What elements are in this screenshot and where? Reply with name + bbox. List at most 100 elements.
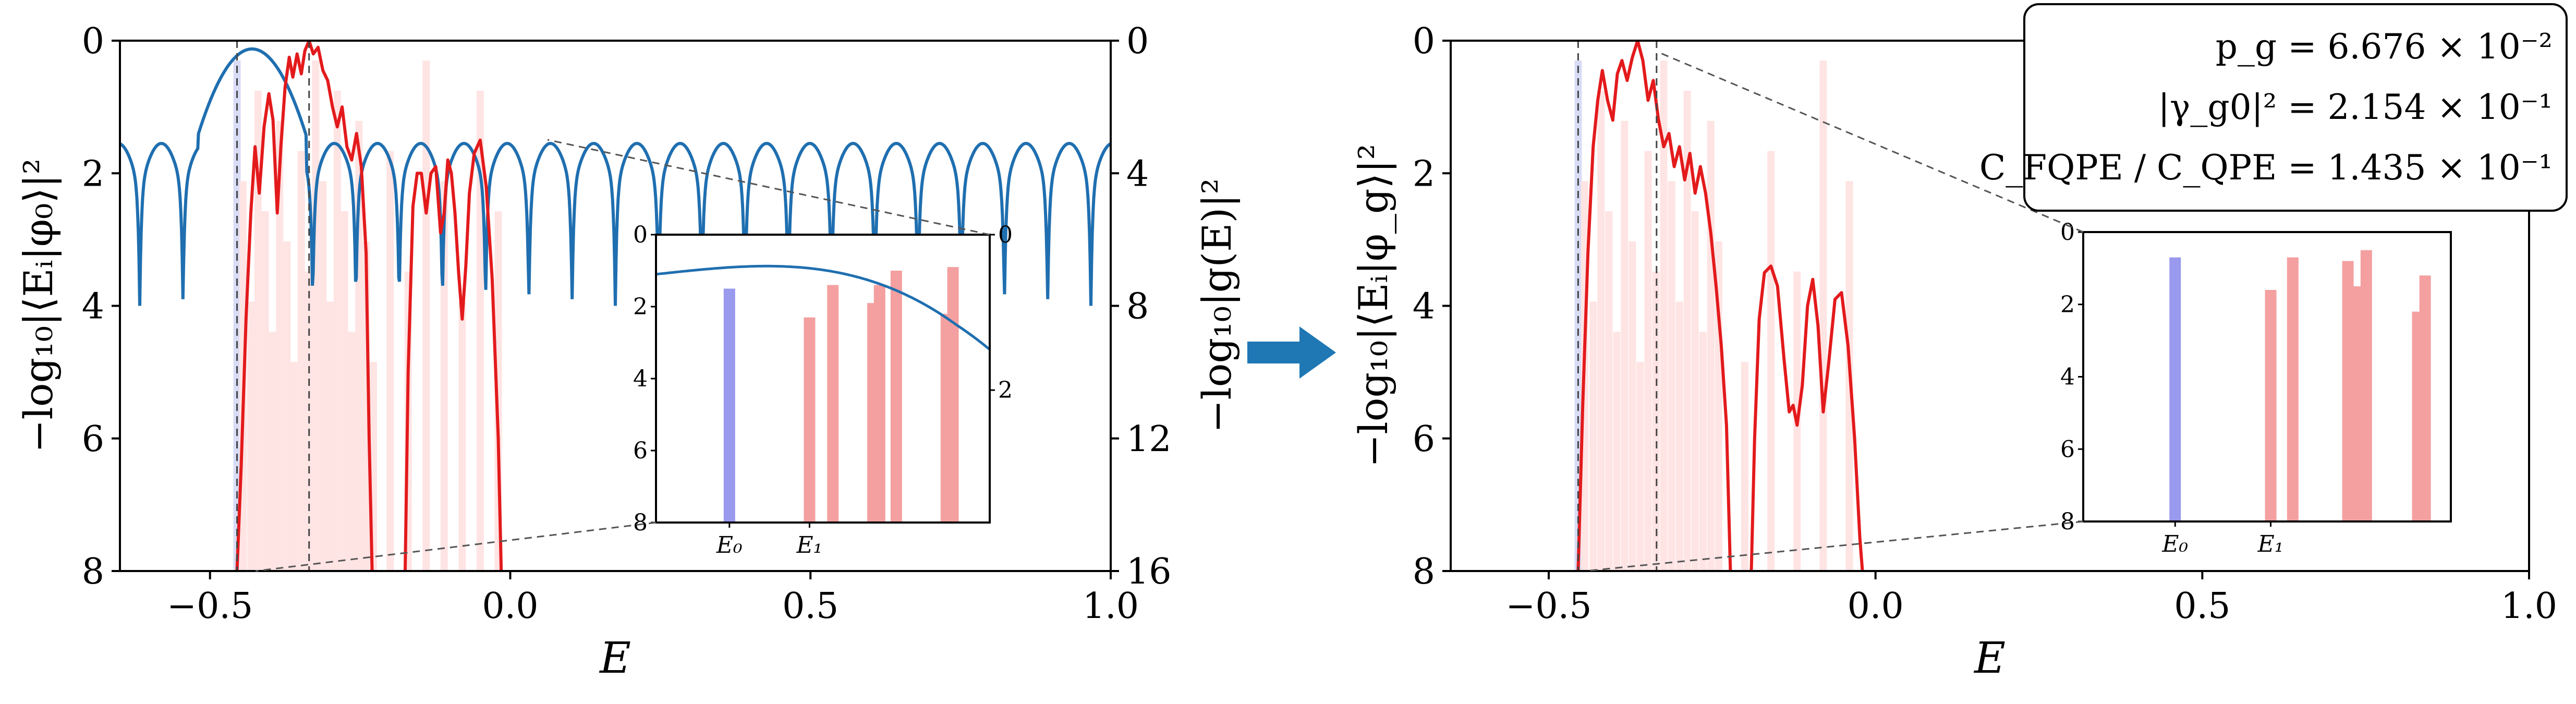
- y-right-tick-label: 12: [1126, 419, 1172, 460]
- bar: [1691, 211, 1699, 571]
- right-inset: 0 2 4 6 8 E₀ E₁: [1585, 51, 2452, 572]
- bar: [254, 90, 262, 571]
- bar: [276, 120, 284, 571]
- right-zoom-line-top: [1658, 51, 2084, 233]
- y-tick-label: 8: [1413, 551, 1435, 592]
- bar: [1636, 361, 1644, 571]
- bar: [290, 361, 298, 571]
- x-tick-label: 0.5: [2174, 586, 2230, 627]
- y-right-tick-label: 16: [1126, 551, 1172, 592]
- inset-bar: [873, 285, 885, 523]
- right-bars: [1574, 60, 1853, 571]
- right-y-axis-label: −log₁₀|⟨Eᵢ|φ_g⟩|²: [1350, 144, 1396, 468]
- red-curve-segment-0: [235, 41, 374, 571]
- bar: [333, 90, 341, 571]
- left-zoom-line-top: [547, 139, 990, 236]
- left-y-axis-label: −log₁₀|⟨Eᵢ|φ₀⟩|²: [15, 159, 62, 453]
- inset-x-tick-label: E₁: [796, 532, 823, 559]
- inset-x-tick-label: E₀: [716, 532, 743, 559]
- bar: [326, 301, 334, 571]
- stat-cost-ratio: C_FQPE / C_QPE = 1.435 × 10⁻¹: [1979, 148, 2553, 188]
- bar: [458, 301, 466, 571]
- inset-y-tick-label: 2: [2060, 292, 2075, 318]
- left-inset-bars: [723, 267, 959, 523]
- bar: [1683, 90, 1691, 571]
- left-panel: −0.5 0.0 0.5 1.0 0 2 4 6 8 0 4 8 12 16 E −log₁₀|⟨Eᵢ|φ…: [15, 21, 1240, 683]
- right-red-curve: [1576, 41, 1864, 571]
- inset-y-tick-label: 6: [2060, 436, 2075, 463]
- x-tick-label: 0.0: [1848, 586, 1904, 627]
- bar: [422, 60, 430, 571]
- inset-y-tick-label: 4: [633, 366, 648, 392]
- bar: [348, 332, 356, 571]
- left-inset-ticks: 0 2 4 6 8 E₀ E₁ 0 2: [633, 222, 1013, 559]
- stat-gamma: |γ_g0|² = 2.154 × 10⁻¹: [2158, 87, 2553, 127]
- x-tick-label: −0.5: [1505, 586, 1591, 627]
- inset-bar: [2169, 257, 2181, 521]
- bar: [386, 151, 394, 571]
- inset-y-tick-label: 8: [2060, 508, 2075, 535]
- bar: [1629, 241, 1636, 571]
- inset-y-tick-label: 0: [2060, 219, 2075, 246]
- y-tick-label: 2: [82, 153, 104, 195]
- y-tick-label: 6: [82, 419, 104, 460]
- stat-pg: p_g = 6.676 × 10⁻²: [2216, 27, 2553, 67]
- bar: [1707, 120, 1715, 571]
- bar: [297, 151, 305, 571]
- bar: [1605, 211, 1613, 571]
- right-ticks: −0.5 0.0 0.5 1.0 0 2 4 6 8: [1413, 21, 2557, 627]
- inset-x-tick-label: E₀: [2161, 531, 2188, 557]
- bar: [261, 211, 269, 571]
- bar: [1767, 151, 1775, 571]
- y-right-tick-label: 0: [1126, 21, 1149, 62]
- left-red-curve: [235, 41, 503, 571]
- bar: [1819, 60, 1827, 571]
- bar: [247, 301, 255, 571]
- inset-y-right-tick-label: 0: [998, 222, 1013, 248]
- y-tick-label: 2: [1413, 153, 1435, 195]
- bar: [1741, 361, 1748, 571]
- left-x-axis-label: E: [599, 634, 631, 683]
- y-tick-label: 4: [82, 286, 104, 327]
- x-tick-label: 1.0: [1083, 586, 1139, 627]
- y-tick-label: 6: [1413, 419, 1435, 460]
- bar: [1699, 332, 1707, 571]
- left-dashed-lines: [236, 41, 310, 571]
- y-tick-label: 4: [1413, 286, 1435, 327]
- inset-bar: [2360, 250, 2372, 521]
- right-panel: −0.5 0.0 0.5 1.0 0 2 4 6 8 E −log₁₀|⟨Eᵢ|φ_g⟩|² 0…: [1350, 3, 2568, 683]
- bar: [1597, 90, 1605, 571]
- red-curve-segment-1: [1749, 264, 1864, 571]
- left-inset-blue-curve: [655, 264, 991, 351]
- right-zoom-line-bottom: [1585, 520, 2084, 572]
- bar: [1668, 181, 1675, 571]
- left-zoom-line-bottom: [255, 521, 657, 572]
- inset-bar: [2287, 257, 2299, 521]
- stats-box: p_g = 6.676 × 10⁻² |γ_g0|² = 2.154 × 10⁻…: [1979, 3, 2568, 212]
- inset-bar: [947, 267, 959, 523]
- bar: [319, 181, 327, 571]
- bar: [233, 60, 241, 571]
- bar: [1589, 301, 1597, 571]
- bar: [283, 241, 291, 571]
- bar: [269, 332, 276, 571]
- inset-bar: [2419, 275, 2431, 521]
- inset-y-tick-label: 2: [633, 294, 648, 320]
- y-tick-label: 8: [82, 551, 104, 592]
- x-tick-label: 1.0: [2501, 586, 2557, 627]
- inset-bar: [890, 271, 902, 523]
- y-tick-label: 0: [1413, 21, 1435, 62]
- inset-y-right-tick-label: 2: [998, 377, 1013, 404]
- inset-y-tick-label: 0: [633, 222, 648, 248]
- inset-x-tick-label: E₁: [2257, 531, 2284, 557]
- red-curve-segment-0: [1576, 41, 1732, 571]
- red-curve-segment-1: [404, 138, 503, 571]
- right-inset-ticks: 0 2 4 6 8 E₀ E₁: [2060, 219, 2283, 557]
- x-tick-label: −0.5: [167, 586, 253, 627]
- y-tick-label: 0: [82, 21, 104, 62]
- right-inset-bars: [2169, 250, 2431, 521]
- bar: [1574, 60, 1582, 571]
- bar: [312, 60, 320, 571]
- right-x-axis-label: E: [1973, 634, 2006, 683]
